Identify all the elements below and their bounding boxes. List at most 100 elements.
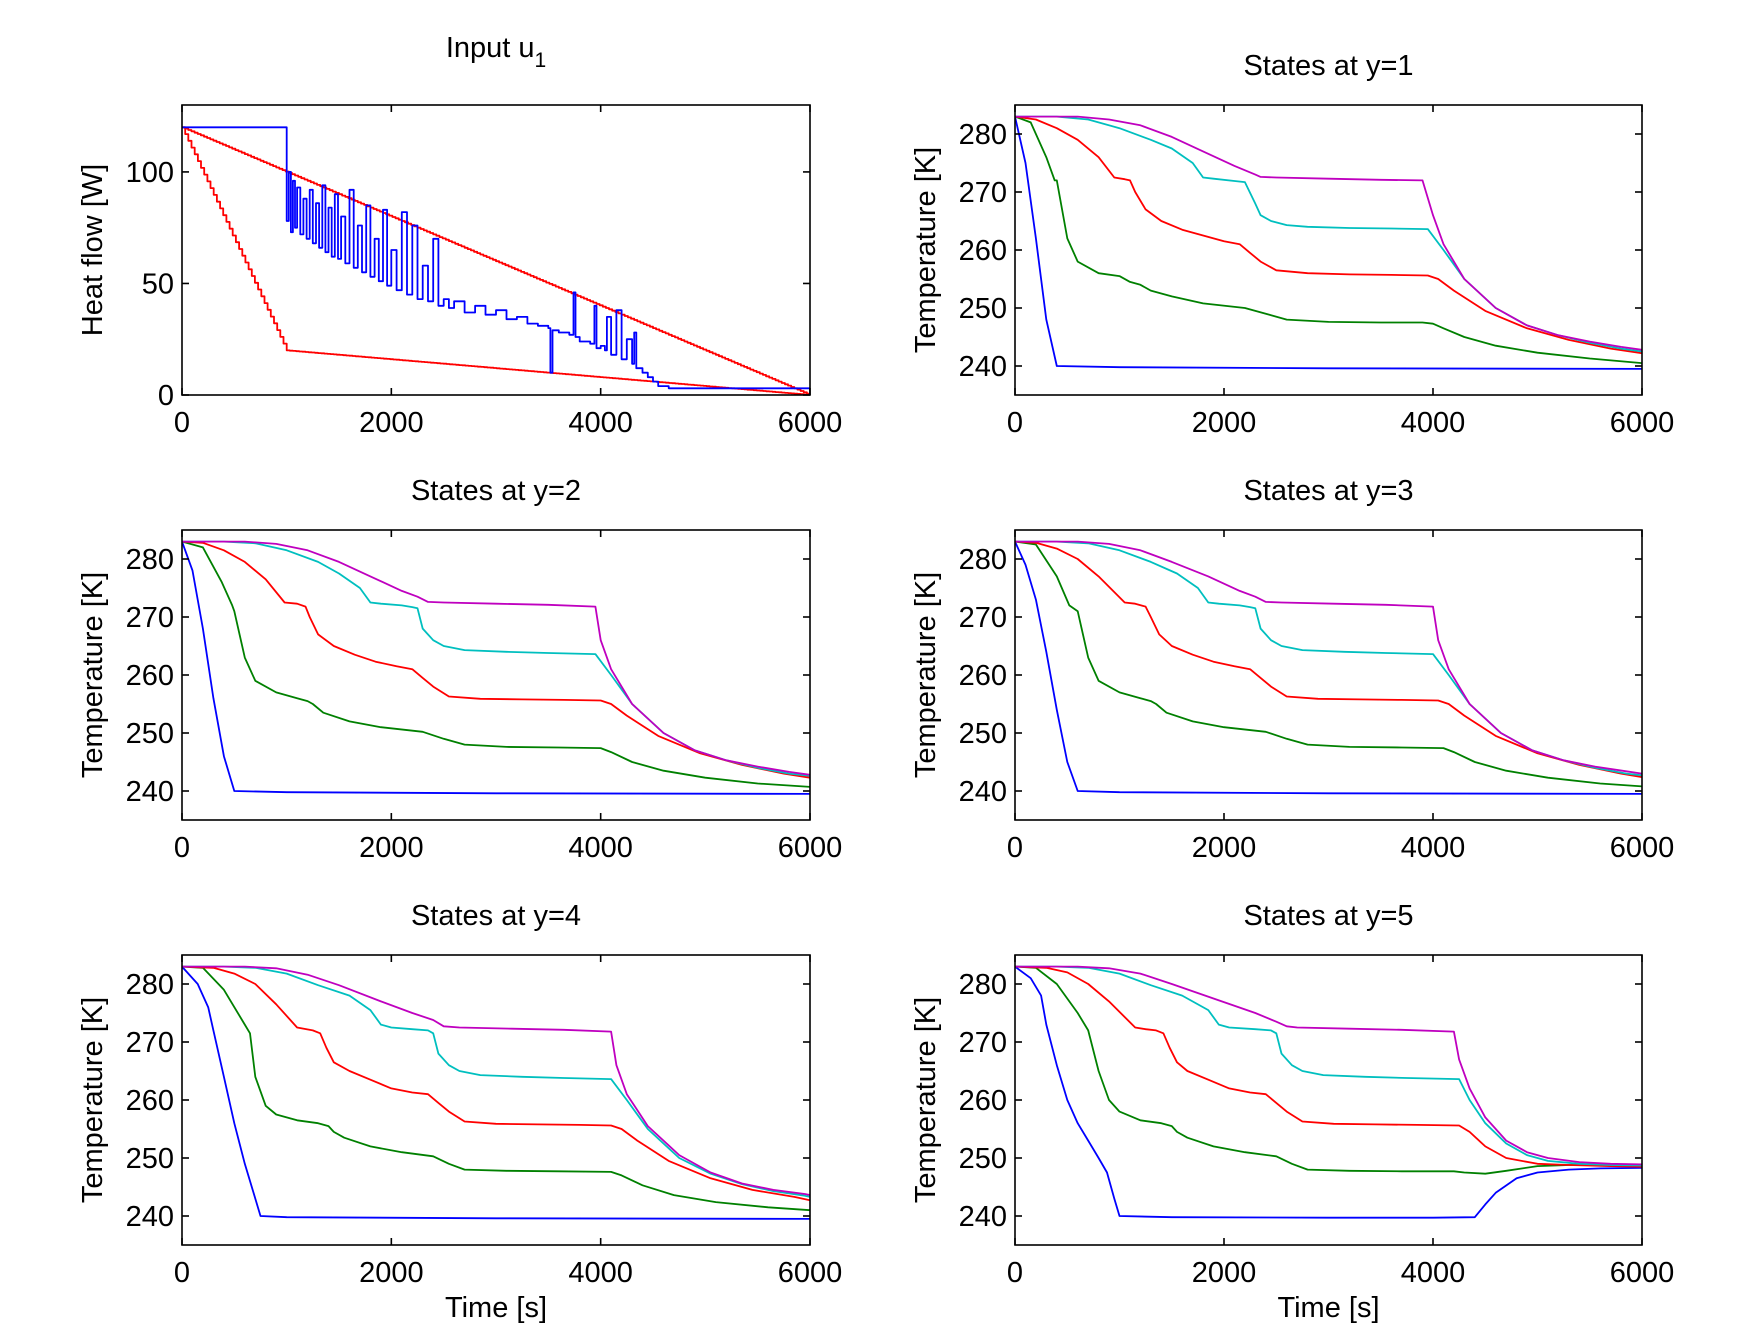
y-tick-label: 50 [142, 268, 174, 300]
series-group [182, 540, 810, 795]
series-line-cyan-4 [1015, 965, 1642, 1167]
x-tick-label: 6000 [778, 407, 843, 439]
series-group [1015, 540, 1642, 795]
series-line-magenta-5 [1015, 540, 1642, 775]
plot-frame [181, 104, 811, 396]
y-tick-label: 250 [959, 1143, 1007, 1175]
y-tick-label: 260 [959, 235, 1007, 267]
chart-panel-4: 0 2000 4000 6000 240 250 260 270 280 States at y=… [910, 475, 1674, 864]
x-tick-label: 2000 [1192, 832, 1257, 864]
series-line-red-2 [182, 126, 810, 395]
y-tick-label: 270 [959, 177, 1007, 209]
series-line-red-3 [182, 965, 810, 1202]
y-tick-label: 240 [126, 776, 174, 808]
y-tick-label: 260 [959, 1085, 1007, 1117]
x-tick-label: 2000 [359, 832, 424, 864]
y-tick-label: 250 [126, 718, 174, 750]
y-tick-label: 280 [959, 544, 1007, 576]
series-line-red-3 [1015, 540, 1642, 778]
x-tick-label: 2000 [1192, 407, 1257, 439]
series-line-blue-1 [1015, 965, 1642, 1219]
x-tick-label: 6000 [778, 832, 843, 864]
chart-title-subscript: 1 [535, 49, 547, 72]
y-tick-label: 260 [959, 660, 1007, 692]
x-tick-label: 4000 [568, 832, 633, 864]
y-tick-label: 270 [959, 602, 1007, 634]
series-line-green-2 [1015, 965, 1642, 1175]
y-tick-label: 240 [959, 776, 1007, 808]
x-tick-label: 6000 [1610, 407, 1675, 439]
x-tick-label: 4000 [568, 1257, 633, 1289]
y-tick-label: 280 [126, 544, 174, 576]
x-tick-label: 2000 [359, 1257, 424, 1289]
y-tick-label: 270 [126, 602, 174, 634]
chart-title: States at y=4 [411, 900, 581, 932]
x-axis-label: Time [s] [445, 1292, 547, 1324]
series-line-green-2 [1015, 540, 1642, 788]
chart-panel-3: 0 2000 4000 6000 240 250 260 270 280 States at y=… [77, 475, 842, 864]
x-tick-label: 0 [174, 1257, 190, 1289]
x-tick-label: 6000 [778, 1257, 843, 1289]
x-tick-label: 0 [1007, 832, 1023, 864]
series-group [1015, 115, 1642, 370]
series-line-magenta-5 [182, 540, 810, 776]
series-line-magenta-5 [1015, 115, 1642, 351]
series-line-cyan-4 [182, 965, 810, 1198]
x-tick-label: 2000 [359, 407, 424, 439]
y-tick-label: 240 [959, 351, 1007, 383]
series-line-green-2 [1015, 115, 1642, 364]
series-line-red-1 [182, 126, 810, 395]
series-group [1015, 965, 1642, 1219]
x-tick-label: 4000 [1401, 407, 1466, 439]
y-axis-label: Temperature [K] [77, 997, 109, 1203]
y-axis-label: Heat flow [W] [77, 164, 109, 336]
y-axis-label: Temperature [K] [910, 147, 942, 353]
series-group [182, 126, 810, 395]
x-tick-label: 0 [174, 407, 190, 439]
y-tick-label: 260 [126, 660, 174, 692]
x-tick-label: 0 [1007, 407, 1023, 439]
series-line-red-3 [1015, 965, 1642, 1168]
y-tick-label: 240 [126, 1201, 174, 1233]
x-tick-label: 6000 [1610, 1257, 1675, 1289]
chart-title: States at y=2 [411, 475, 581, 507]
x-tick-label: 4000 [1401, 1257, 1466, 1289]
y-tick-label: 250 [959, 293, 1007, 325]
y-tick-label: 280 [959, 119, 1007, 151]
y-tick-label: 0 [158, 380, 174, 412]
series-line-magenta-5 [182, 965, 810, 1196]
chart-title: States at y=1 [1243, 50, 1413, 82]
series-group [182, 965, 810, 1220]
x-tick-label: 2000 [1192, 1257, 1257, 1289]
x-tick-label: 6000 [1610, 832, 1675, 864]
y-tick-label: 280 [126, 969, 174, 1001]
series-line-green-2 [182, 965, 810, 1212]
series-line-red-3 [182, 540, 810, 779]
chart-title: States at y=3 [1243, 475, 1413, 507]
y-tick-label: 260 [126, 1085, 174, 1117]
x-tick-label: 0 [1007, 1257, 1023, 1289]
chart-panel-5: 0 2000 4000 6000 240 250 260 270 280 States at y=… [77, 900, 842, 1324]
series-line-blue-1 [1015, 541, 1642, 795]
x-tick-label: 4000 [568, 407, 633, 439]
y-tick-label: 250 [959, 718, 1007, 750]
y-axis-label: Temperature [K] [910, 997, 942, 1203]
series-line-blue-1 [182, 965, 810, 1220]
series-line-blue-1 [1015, 116, 1642, 370]
series-line-green-2 [182, 540, 810, 788]
y-axis-label: Temperature [K] [77, 572, 109, 778]
x-axis-label: Time [s] [1277, 1292, 1379, 1324]
y-tick-label: 240 [959, 1201, 1007, 1233]
y-tick-label: 250 [126, 1143, 174, 1175]
chart-panel-2: 0 2000 4000 6000 240 250 260 270 280 States at y=… [910, 50, 1674, 439]
y-tick-label: 270 [959, 1027, 1007, 1059]
y-axis-label: Temperature [K] [910, 572, 942, 778]
series-line-red-3 [1015, 115, 1642, 355]
x-tick-label: 0 [174, 832, 190, 864]
series-line-blue-1 [182, 541, 810, 795]
series-line-magenta-5 [1015, 965, 1642, 1166]
y-tick-label: 100 [126, 157, 174, 189]
